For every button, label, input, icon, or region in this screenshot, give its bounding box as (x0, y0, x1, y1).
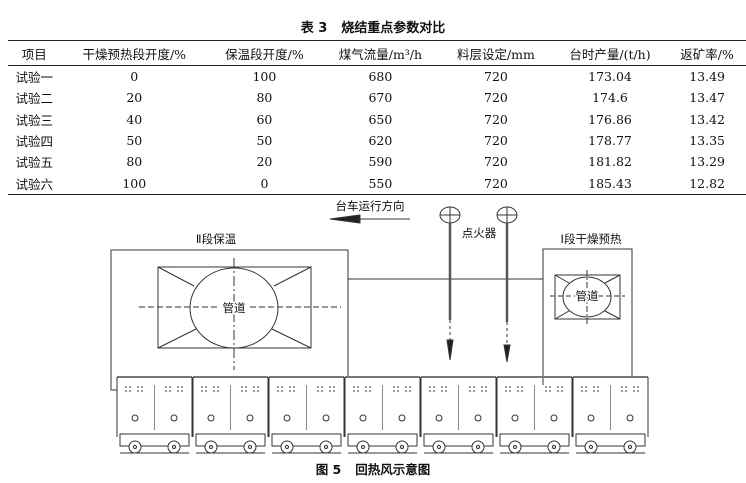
table-cell: 174.6 (592, 90, 628, 106)
igniter-label: 点火器 (462, 226, 497, 240)
table-cell: 720 (484, 90, 508, 106)
trolley (192, 376, 269, 454)
table-cell: 60 (256, 111, 273, 127)
header-cell: 煤气流量/m³/h (320, 40, 441, 66)
table-row: 试验一 0 100 680 720 173.04 13.49 (8, 66, 746, 88)
section2-label: Ⅱ段保温 (196, 232, 237, 246)
table-cell: 720 (484, 175, 508, 191)
header-cell: 台时产量/(t/h) (551, 40, 669, 66)
trolley (344, 376, 421, 454)
sinter-trolleys (116, 376, 649, 454)
table-cell: 720 (484, 69, 508, 85)
table-cell: 178.77 (588, 133, 632, 149)
header-cell: 保温段开度/% (208, 40, 321, 66)
table-cell: 100 (122, 175, 147, 191)
table-row: 试验二 20 80 670 720 174.6 13.47 (8, 87, 746, 108)
table-row: 试验三 40 60 650 720 176.86 13.42 (8, 109, 746, 130)
arrow-head-icon (329, 214, 361, 224)
header-cell: 项目 (8, 40, 61, 66)
table-cell: 80 (256, 90, 273, 106)
table-cell: 13.49 (689, 69, 725, 85)
table-cell: 670 (368, 90, 393, 106)
header-cell: 料层设定/mm (440, 40, 552, 66)
row-label: 试验二 (15, 91, 53, 107)
row-label: 试验五 (15, 155, 53, 171)
small-pipe-label: 管道 (576, 289, 599, 303)
table-header-row: 项目 干燥预热段开度/% 保温段开度/% 煤气流量/m³/h 料层设定/mm 台… (8, 40, 746, 66)
table-cell: 13.35 (689, 133, 725, 149)
table-row: 试验五 80 20 590 720 181.82 13.29 (8, 151, 746, 172)
trolley (420, 376, 497, 454)
trolley (496, 376, 573, 454)
table-cell: 590 (368, 154, 393, 170)
table-cell: 13.47 (689, 90, 725, 106)
table-cell: 40 (126, 111, 143, 127)
table-cell: 173.04 (588, 69, 632, 85)
table-cell: 100 (252, 69, 277, 85)
section1-label: Ⅰ段干燥预热 (561, 232, 622, 246)
table-row: 试验六 100 0 550 720 185.43 12.82 (8, 172, 746, 194)
row-label: 试验六 (15, 176, 53, 192)
table-cell: 185.43 (588, 175, 632, 191)
table-cell: 13.42 (689, 111, 725, 127)
direction-label: 台车运行方向 (336, 199, 405, 213)
table-cell: 550 (368, 175, 393, 191)
table-cell: 680 (368, 69, 393, 85)
table-cell: 620 (368, 133, 393, 149)
row-label: 试验三 (15, 112, 53, 128)
table-cell: 176.86 (588, 111, 632, 127)
trolley (572, 376, 649, 454)
table-cell: 80 (126, 154, 143, 170)
igniter-left (439, 206, 461, 361)
table-cell: 20 (126, 90, 143, 106)
parameter-table: 项目 干燥预热段开度/% 保温段开度/% 煤气流量/m³/h 料层设定/mm 台… (8, 40, 746, 195)
figure-caption: 图 5 回热风示意图 (315, 462, 431, 477)
table-cell: 181.82 (588, 154, 632, 170)
table-cell: 0 (130, 69, 139, 85)
section1-hood (542, 248, 633, 385)
table-cell: 13.29 (689, 154, 725, 170)
table-cell: 12.82 (689, 175, 725, 191)
trolley (116, 376, 193, 454)
section2-hood (110, 249, 349, 391)
header-cell: 干燥预热段开度/% (60, 40, 209, 66)
table-row: 试验四 50 50 620 720 178.77 13.35 (8, 130, 746, 151)
table-cell: 50 (126, 133, 143, 149)
table-cell: 720 (484, 154, 508, 170)
table-title: 表 3 烧结重点参数对比 (300, 21, 446, 36)
header-cell: 返矿率/% (668, 40, 746, 66)
table-cell: 650 (368, 111, 393, 127)
table-cell: 0 (260, 175, 269, 191)
hot-air-diagram: 台车运行方向 Ⅱ段保温 Ⅰ段干燥预热 点火器 管道 管道 (110, 199, 649, 454)
trolley (268, 376, 345, 454)
large-pipe-label: 管道 (223, 301, 246, 315)
row-label: 试验一 (15, 70, 53, 86)
row-label: 试验四 (15, 134, 53, 150)
table-cell: 20 (256, 154, 273, 170)
table-cell: 720 (484, 133, 508, 149)
table-cell: 50 (256, 133, 273, 149)
igniter-right (496, 206, 518, 363)
table-cell: 720 (484, 111, 508, 127)
